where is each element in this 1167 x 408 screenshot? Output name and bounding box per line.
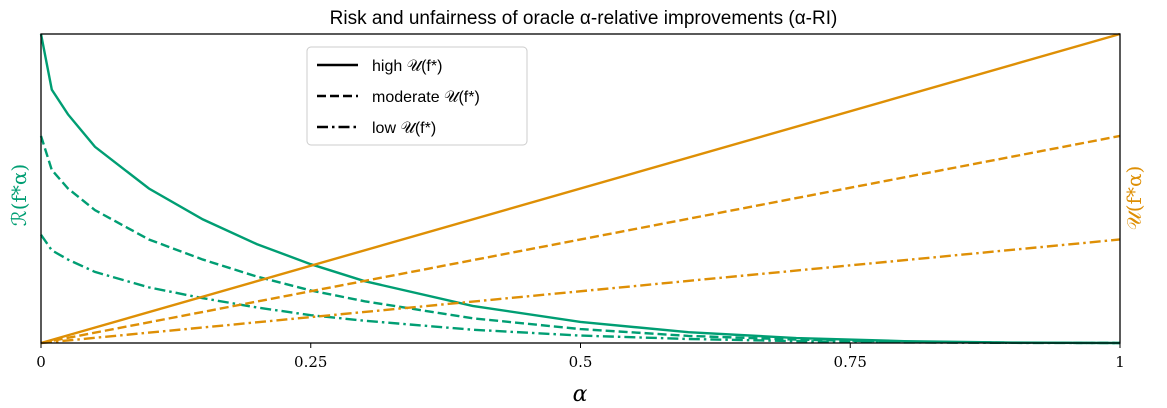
series-layer <box>39 32 1121 345</box>
right-y-axis-label: 𝒰(f*α) <box>1122 166 1146 231</box>
x-tick-label: 0.5 <box>569 353 593 371</box>
x-tick-label: 0.75 <box>834 353 867 371</box>
legend-label-dashed: moderate 𝒰(f*) <box>372 89 480 106</box>
unfairness-series-dashed <box>40 134 1121 345</box>
unfairness-series-solid <box>40 32 1121 345</box>
x-tick-label: 0 <box>36 353 46 371</box>
legend-box <box>306 46 528 146</box>
x-tick-label: 0.25 <box>294 353 327 371</box>
legend-label-solid: high 𝒰(f*) <box>372 58 442 75</box>
unfairness-series-dashdot <box>40 238 1121 345</box>
risk-series-dashed <box>39 135 1121 345</box>
legend: high 𝒰(f*) moderate 𝒰(f*) low 𝒰(f*) <box>306 46 528 146</box>
x-tick-label: 1 <box>1115 353 1125 371</box>
legend-label-dashdot: low 𝒰(f*) <box>372 120 436 137</box>
risk-series-solid <box>39 33 1121 345</box>
risk-series-dashdot <box>40 234 1121 345</box>
chart-title: Risk and unfairness of oracle α-relative… <box>330 8 838 29</box>
x-axis-ticks: 0 0.25 0.5 0.75 1 <box>36 343 1125 371</box>
legend-entries: high 𝒰(f*) moderate 𝒰(f*) low 𝒰(f*) <box>317 58 480 137</box>
left-y-axis-label: ℛ(f*α) <box>7 164 31 226</box>
x-axis-label: α <box>573 382 588 407</box>
